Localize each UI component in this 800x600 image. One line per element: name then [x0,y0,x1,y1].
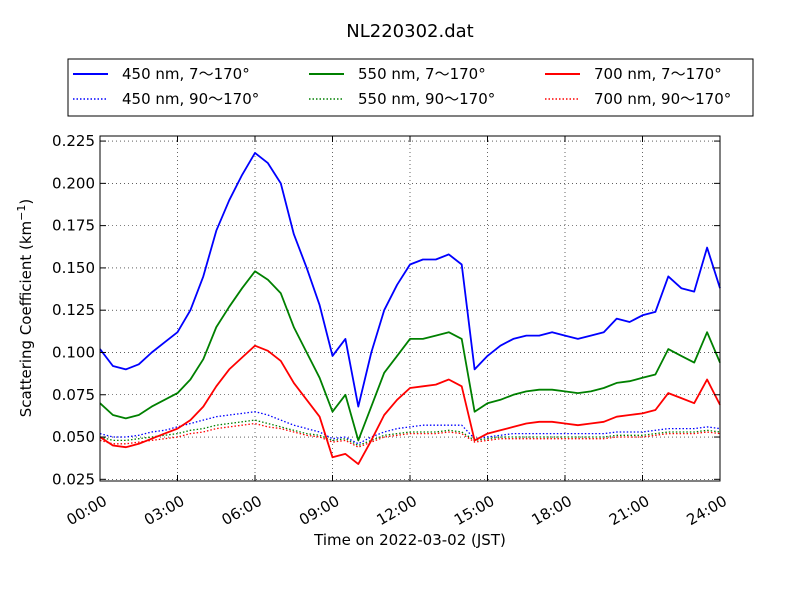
x-tick-labels: 00:00 03:00 06:00 09:00 12:00 15:00 18:00 21:00… [64,492,730,529]
y-tick-label: 0.200 [52,174,95,192]
x-axis-title: Time on 2022-03-02 (JST) [313,531,506,549]
legend-label: 450 nm, 7～170° [122,65,250,83]
y-tick-label: 0.050 [52,428,95,446]
chart-title: NL220302.dat [346,21,473,42]
legend: 450 nm, 7～170° 450 nm, 90～170° 550 nm, 7～1… [67,58,754,117]
x-tick-label: 18:00 [529,492,575,529]
ticks [99,136,721,481]
series-line [99,152,721,408]
series-line [99,422,721,448]
x-tick-label: 24:00 [684,492,730,529]
legend-label: 550 nm, 90～170° [358,90,495,108]
x-tick-label: 12:00 [374,492,420,529]
x-tick-label: 03:00 [141,492,187,529]
y-tick-labels: 0.025 0.050 0.075 0.100 0.125 0.150 0.175 0.200… [52,132,95,488]
series-line [99,344,721,465]
y-tick-label: 0.150 [52,259,95,277]
plot-area [99,135,721,482]
legend-label: 700 nm, 7～170° [594,65,722,83]
y-tick-label: 0.225 [52,132,95,150]
x-tick-label: 06:00 [219,492,265,529]
y-tick-label: 0.025 [52,470,95,488]
x-tick-label: 09:00 [296,492,342,529]
series-line [99,419,721,447]
x-tick-label: 21:00 [606,492,652,529]
series-layer [99,152,721,465]
x-tick-label: 00:00 [64,492,110,529]
x-tick-label: 15:00 [451,492,497,529]
legend-frame [67,58,754,117]
y-tick-label: 0.125 [52,301,95,319]
y-axis-title-close: ) [17,199,35,205]
y-tick-label: 0.075 [52,386,95,404]
y-tick-label: 0.100 [52,343,95,361]
y-axis-title-main: Scattering Coefficient (km [17,221,35,417]
legend-label: 700 nm, 90～170° [594,90,731,108]
series-line [99,270,721,442]
y-axis-title: Scattering Coefficient (km−1) [15,199,35,418]
series-line [99,411,721,445]
legend-label: 450 nm, 90～170° [122,90,259,108]
y-tick-label: 0.175 [52,217,95,235]
legend-label: 550 nm, 7～170° [358,65,486,83]
y-axis-title-sup: −1 [15,205,28,221]
